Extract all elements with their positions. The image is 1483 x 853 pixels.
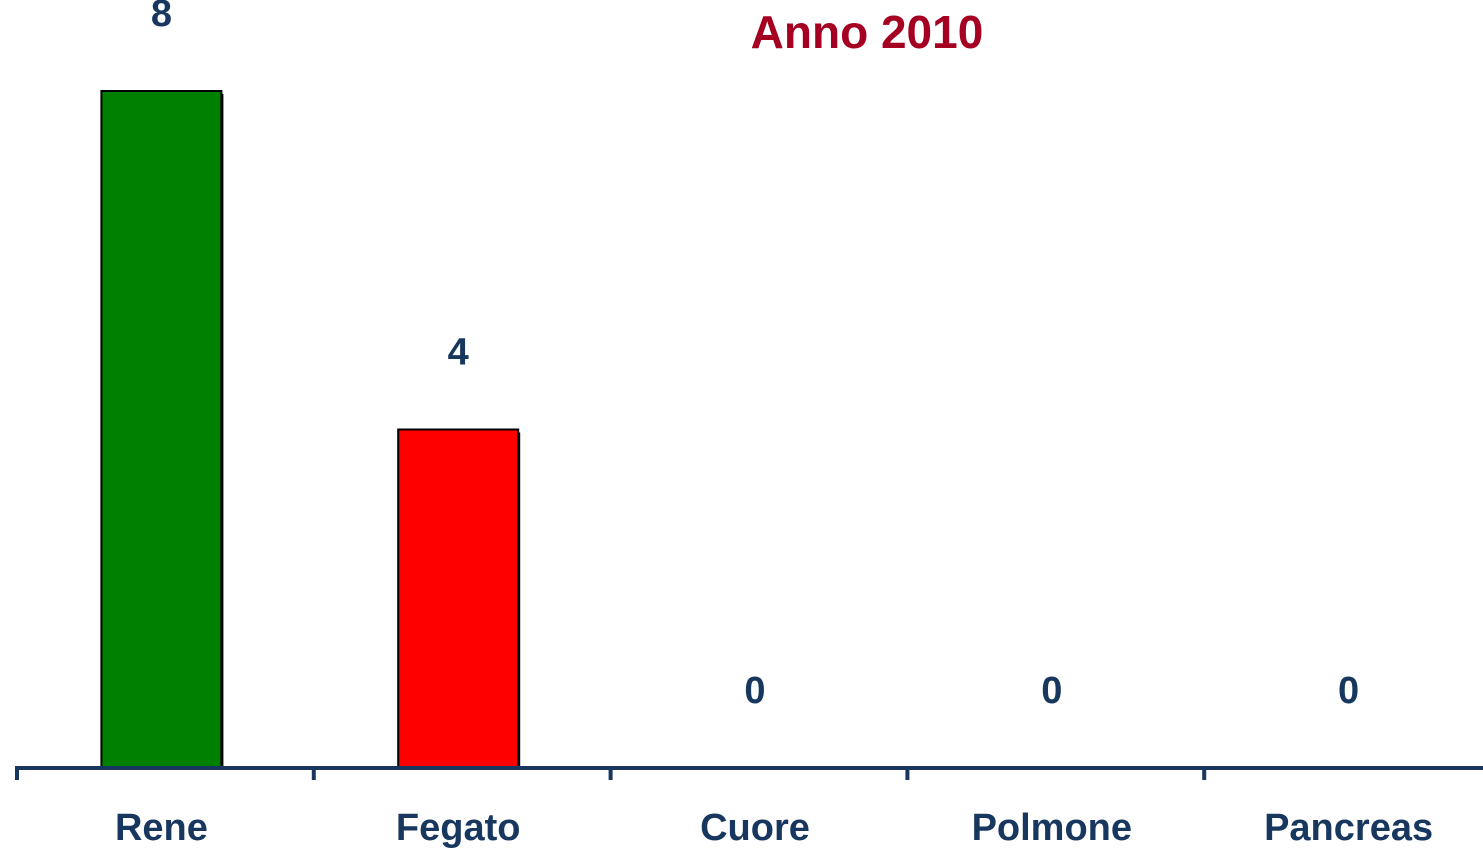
bar xyxy=(397,428,520,769)
value-label: 0 xyxy=(1338,670,1359,712)
value-label: 4 xyxy=(448,332,469,374)
x-tick-label: Rene xyxy=(115,807,208,849)
bar xyxy=(100,90,223,769)
value-label: 8 xyxy=(151,0,172,35)
x-tick-label: Fegato xyxy=(396,807,521,849)
x-tick-label: Pancreas xyxy=(1264,807,1433,849)
chart-title: Anno 2010 xyxy=(751,6,984,58)
value-label: 0 xyxy=(1041,670,1062,712)
x-tick-label: Polmone xyxy=(972,807,1132,849)
value-label: 0 xyxy=(744,670,765,712)
x-tick-label: Cuore xyxy=(700,807,810,849)
